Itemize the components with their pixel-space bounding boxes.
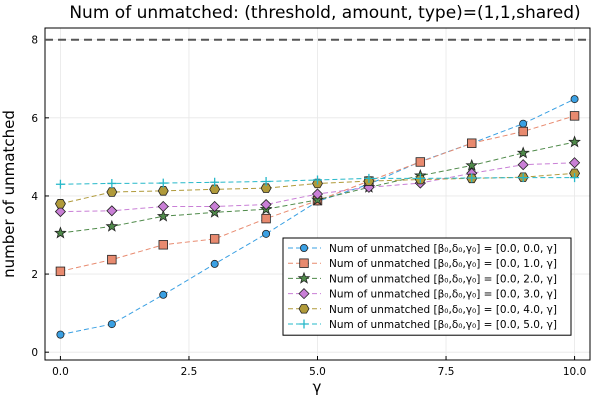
x-tick-label: 0.0 [52,366,69,378]
legend-label: Num of unmatched [β₀,δ₀,γ₀] = [0.0, 1.0,… [329,258,557,270]
legend-label: Num of unmatched [β₀,δ₀,γ₀] = [0.0, 2.0,… [329,273,557,285]
series-2 [55,111,580,277]
data-point [158,178,168,188]
data-point [209,200,221,213]
data-point [261,177,271,187]
data-point [209,184,221,195]
data-point [261,213,271,224]
legend-label: Num of unmatched [β₀,δ₀,γ₀] = [0.0, 0.0,… [329,243,557,255]
legend-entry: Num of unmatched [β₀,δ₀,γ₀] = [0.0, 5.0,… [288,319,557,331]
data-point [54,226,67,239]
legend-entry: Num of unmatched [β₀,δ₀,γ₀] = [0.0, 3.0,… [288,288,557,301]
series-6 [55,173,580,189]
data-point [313,175,322,185]
data-point [570,95,579,104]
legend: Num of unmatched [β₀,δ₀,γ₀] = [0.0, 0.0,… [282,237,572,336]
data-point [569,157,581,169]
legend-label: Num of unmatched [β₀,δ₀,γ₀] = [0.0, 4.0,… [329,304,557,316]
legend-marker [299,319,309,329]
legend-marker [299,258,309,268]
data-point [569,111,580,121]
y-tick-label: 2 [31,269,38,281]
data-point [262,229,271,238]
data-point [210,259,219,268]
x-tick-label: 10.0 [563,366,586,378]
legend-marker [299,243,308,252]
y-tick-label: 6 [31,113,38,125]
data-point [467,173,477,183]
data-point [106,187,118,197]
data-point [568,135,581,148]
data-point [106,205,118,217]
legend-label: Num of unmatched [β₀,δ₀,γ₀] = [0.0, 5.0,… [329,319,557,331]
legend-marker [298,288,310,300]
data-point [570,173,580,183]
legend-entry: Num of unmatched [β₀,δ₀,γ₀] = [0.0, 1.0,… [288,258,557,270]
data-point [107,178,117,188]
legend-marker [297,271,311,284]
data-point [518,173,528,183]
legend-entry: Num of unmatched [β₀,δ₀,γ₀] = [0.0, 0.0,… [288,243,557,255]
data-point [159,290,168,299]
axis-ticks: 0.0 2.5 5.0 7.5 10.0 0 2 4 6 8 [31,35,586,378]
data-point [56,330,65,339]
series-group [54,95,581,339]
y-tick-label: 0 [31,347,38,359]
legend-entry: Num of unmatched [β₀,δ₀,γ₀] = [0.0, 4.0,… [288,304,557,316]
x-tick-label: 7.5 [438,366,455,378]
data-point [55,266,66,277]
x-axis-label: γ [313,378,322,396]
data-point [157,186,169,196]
data-point [157,200,169,213]
data-point [260,198,272,211]
data-point [364,173,374,183]
x-tick-label: 5.0 [309,366,326,378]
data-point [518,126,528,137]
data-point [260,183,272,193]
data-point [517,159,529,171]
x-tick-label: 2.5 [181,366,198,378]
data-point [55,179,65,189]
y-tick-label: 8 [31,35,38,47]
data-point [158,240,168,250]
data-point [467,138,477,148]
legend-label: Num of unmatched [β₀,δ₀,γ₀] = [0.0, 3.0,… [329,289,557,301]
grid [45,28,590,360]
data-point [516,146,530,159]
y-tick-label: 4 [31,191,38,203]
data-point [210,177,220,187]
legend-marker [298,304,310,314]
chart-title: Num of unmatched: (threshold, amount, ty… [69,3,580,23]
data-point [107,320,116,329]
data-point [311,188,324,200]
legend-box [282,237,572,336]
y-axis-label: number of unmatched [0,110,18,278]
data-point [54,206,66,218]
data-point [105,219,119,232]
data-point [54,199,66,209]
data-point [156,209,170,222]
data-point [415,173,425,183]
data-point [415,157,426,167]
data-point [107,254,117,265]
data-point [519,119,528,128]
legend-entry: Num of unmatched [β₀,δ₀,γ₀] = [0.0, 2.0,… [288,271,557,285]
data-point [209,234,220,244]
